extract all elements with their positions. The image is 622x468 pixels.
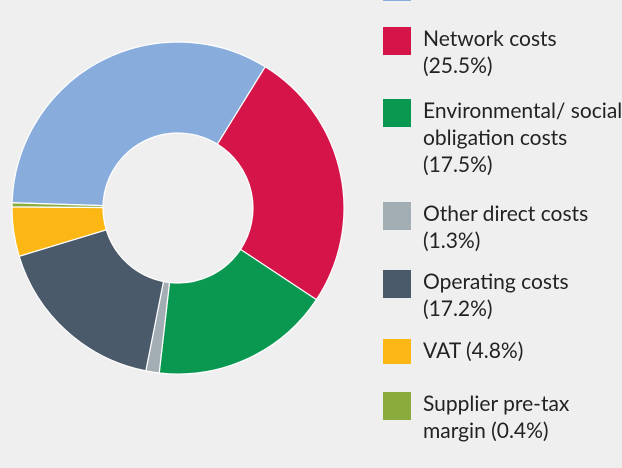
- legend-entry: VAT (4.8%): [383, 337, 622, 364]
- legend-swatch: [383, 202, 411, 230]
- donut-segment: [18, 229, 165, 372]
- legend-swatch: [383, 0, 411, 1]
- legend-label: Operating costs (17.2%): [423, 269, 569, 321]
- legend-label: costs (33.3%): [423, 0, 622, 1]
- legend-entry: Environmental/ social obligation costs (…: [383, 97, 622, 178]
- legend-label: Network costs (25.5%): [423, 26, 557, 78]
- legend-swatch: [383, 99, 411, 127]
- legend-label: Environmental/ social obligation costs (…: [423, 98, 622, 177]
- legend-swatch: [383, 27, 411, 55]
- legend-entry: Other direct costs (1.3%): [383, 200, 622, 254]
- legend-entry: Supplier pre-tax margin (0.4%): [383, 390, 622, 444]
- donut-chart: [11, 41, 345, 375]
- legend-entry: costs (33.3%): [383, 0, 622, 1]
- donut-segment: [11, 41, 267, 207]
- donut-segment: [158, 248, 318, 375]
- legend-entry: Network costs (25.5%): [383, 25, 622, 79]
- legend-label: Supplier pre-tax margin (0.4%): [423, 391, 570, 443]
- legend-label: Other direct costs (1.3%): [423, 201, 589, 253]
- donut-segment: [11, 202, 104, 209]
- legend-swatch: [383, 270, 411, 298]
- donut-segment: [216, 65, 345, 301]
- legend-entry: Operating costs (17.2%): [383, 268, 622, 322]
- legend-swatch: [383, 392, 411, 420]
- legend-label: VAT (4.8%): [423, 338, 524, 363]
- legend-swatch: [383, 339, 411, 364]
